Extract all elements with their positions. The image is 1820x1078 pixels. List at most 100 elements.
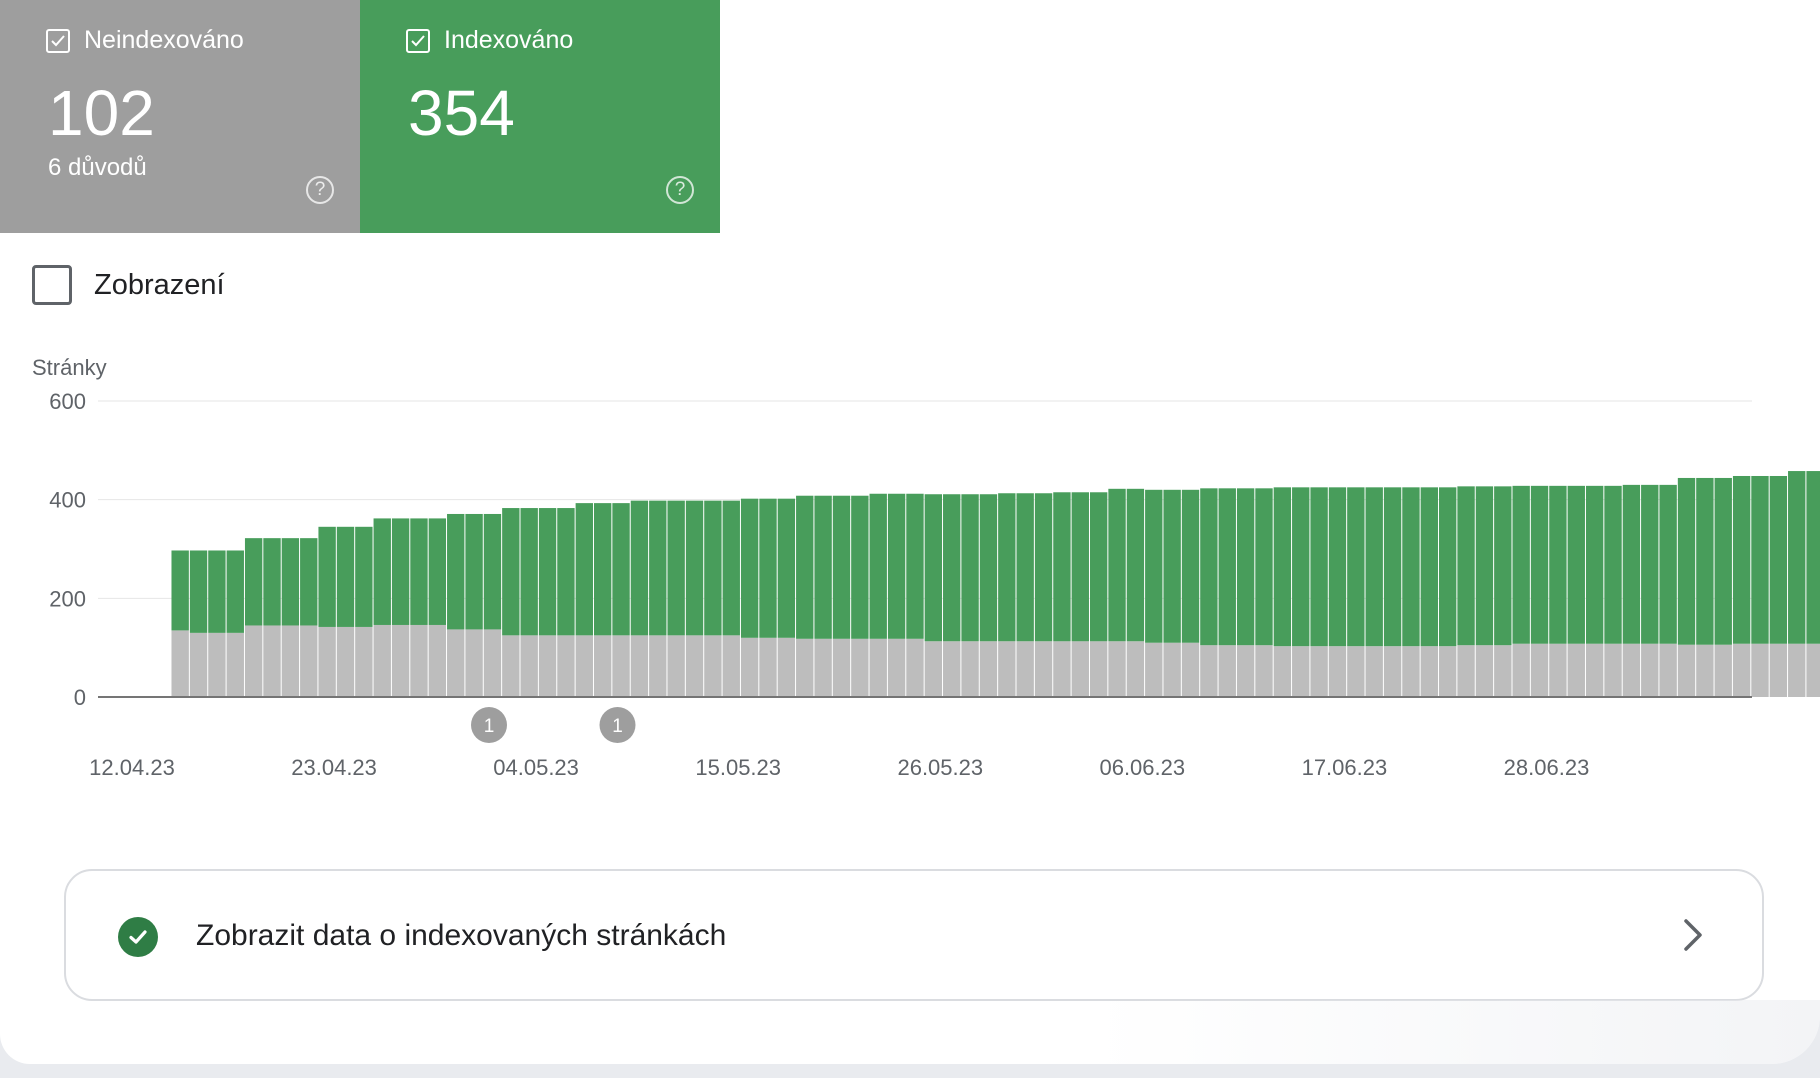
bar-not-indexed[interactable]	[1585, 643, 1604, 697]
bar-indexed[interactable]	[1641, 484, 1659, 644]
bar-not-indexed[interactable]	[318, 626, 336, 697]
bar-not-indexed[interactable]	[685, 635, 704, 697]
bar-indexed[interactable]	[1751, 475, 1769, 644]
bar-indexed[interactable]	[667, 500, 685, 636]
bar-not-indexed[interactable]	[869, 638, 887, 697]
bar-indexed[interactable]	[575, 503, 593, 636]
bar-not-indexed[interactable]	[1053, 641, 1071, 697]
bar-indexed[interactable]	[244, 538, 263, 626]
not-indexed-tile[interactable]: Neindexováno 102 6 důvodů ?	[0, 0, 360, 233]
bar-indexed[interactable]	[1567, 485, 1585, 644]
bar-indexed[interactable]	[1200, 488, 1218, 646]
bar-not-indexed[interactable]	[1604, 643, 1622, 697]
bar-indexed[interactable]	[1806, 471, 1820, 644]
bar-indexed[interactable]	[520, 508, 538, 636]
bar-indexed[interactable]	[593, 503, 612, 636]
bar-not-indexed[interactable]	[1751, 643, 1769, 697]
bar-indexed[interactable]	[740, 498, 759, 638]
bar-indexed[interactable]	[998, 493, 1016, 642]
bar-indexed[interactable]	[1310, 487, 1328, 647]
bar-not-indexed[interactable]	[906, 638, 924, 697]
bar-not-indexed[interactable]	[1016, 641, 1034, 697]
bar-not-indexed[interactable]	[1494, 645, 1512, 697]
bar-indexed[interactable]	[1053, 492, 1071, 642]
bar-indexed[interactable]	[1071, 492, 1089, 642]
bar-not-indexed[interactable]	[1255, 645, 1273, 697]
bar-not-indexed[interactable]	[1328, 646, 1347, 697]
bar-not-indexed[interactable]	[649, 635, 667, 697]
annotation-marker[interactable]	[471, 707, 507, 743]
bar-not-indexed[interactable]	[1402, 646, 1420, 697]
bar-indexed[interactable]	[1273, 487, 1292, 647]
bar-not-indexed[interactable]	[300, 625, 318, 697]
bar-indexed[interactable]	[704, 500, 722, 636]
bar-not-indexed[interactable]	[410, 624, 428, 697]
bar-indexed[interactable]	[869, 493, 887, 639]
bar-indexed[interactable]	[410, 518, 428, 625]
bar-not-indexed[interactable]	[1806, 643, 1820, 697]
bar-not-indexed[interactable]	[1622, 643, 1641, 697]
bar-indexed[interactable]	[685, 500, 704, 636]
bar-not-indexed[interactable]	[520, 635, 538, 697]
bar-not-indexed[interactable]	[208, 632, 226, 697]
bar-indexed[interactable]	[171, 550, 189, 631]
bar-not-indexed[interactable]	[1567, 643, 1585, 697]
bar-not-indexed[interactable]	[1218, 645, 1236, 697]
bar-indexed[interactable]	[759, 498, 777, 638]
bar-indexed[interactable]	[557, 508, 575, 636]
bar-not-indexed[interactable]	[832, 638, 851, 697]
bar-indexed[interactable]	[189, 550, 208, 633]
bar-not-indexed[interactable]	[1181, 642, 1200, 697]
bar-indexed[interactable]	[1494, 486, 1512, 646]
bar-not-indexed[interactable]	[391, 624, 410, 697]
bar-not-indexed[interactable]	[1273, 646, 1292, 697]
bar-indexed[interactable]	[483, 513, 502, 630]
bar-indexed[interactable]	[649, 500, 667, 636]
bar-not-indexed[interactable]	[1457, 645, 1475, 697]
bar-not-indexed[interactable]	[1310, 646, 1328, 697]
impressions-toggle[interactable]: Zobrazení	[32, 265, 225, 305]
bar-not-indexed[interactable]	[1034, 641, 1053, 697]
bar-not-indexed[interactable]	[483, 629, 502, 697]
bar-not-indexed[interactable]	[1383, 646, 1402, 697]
bar-not-indexed[interactable]	[1659, 643, 1677, 697]
bar-not-indexed[interactable]	[226, 632, 244, 697]
checkbox-unchecked-icon[interactable]	[32, 265, 72, 305]
bar-indexed[interactable]	[355, 526, 373, 627]
bar-not-indexed[interactable]	[796, 638, 814, 697]
bar-not-indexed[interactable]	[557, 635, 575, 697]
bar-not-indexed[interactable]	[1163, 642, 1181, 697]
bar-not-indexed[interactable]	[244, 625, 263, 697]
bar-not-indexed[interactable]	[1732, 643, 1751, 697]
bar-not-indexed[interactable]	[979, 641, 998, 697]
bar-indexed[interactable]	[1585, 485, 1604, 644]
bar-not-indexed[interactable]	[1071, 641, 1089, 697]
bar-not-indexed[interactable]	[887, 638, 906, 697]
bar-not-indexed[interactable]	[1126, 641, 1145, 697]
indexed-pages-link[interactable]: Zobrazit data o indexovaných stránkách	[64, 869, 1764, 1001]
bar-not-indexed[interactable]	[428, 624, 447, 697]
bar-indexed[interactable]	[1145, 489, 1163, 643]
bar-not-indexed[interactable]	[630, 635, 649, 697]
bar-not-indexed[interactable]	[1365, 646, 1383, 697]
bar-not-indexed[interactable]	[1420, 646, 1439, 697]
bar-not-indexed[interactable]	[447, 629, 465, 697]
bar-indexed[interactable]	[943, 494, 961, 642]
bar-indexed[interactable]	[612, 503, 630, 636]
bar-indexed[interactable]	[1769, 475, 1788, 644]
bar-indexed[interactable]	[796, 495, 814, 639]
bar-not-indexed[interactable]	[1108, 641, 1126, 697]
bar-indexed[interactable]	[1255, 488, 1273, 646]
bar-indexed[interactable]	[447, 513, 465, 630]
bar-indexed[interactable]	[538, 508, 557, 636]
bar-not-indexed[interactable]	[1530, 643, 1549, 697]
bar-indexed[interactable]	[428, 518, 447, 625]
help-icon[interactable]: ?	[666, 176, 694, 204]
bar-indexed[interactable]	[1475, 486, 1494, 646]
annotation-marker[interactable]	[599, 707, 636, 743]
bar-indexed[interactable]	[1236, 488, 1255, 646]
bar-indexed[interactable]	[502, 508, 520, 636]
bar-not-indexed[interactable]	[1714, 644, 1732, 697]
bar-indexed[interactable]	[1126, 488, 1145, 642]
bar-indexed[interactable]	[1714, 477, 1732, 645]
